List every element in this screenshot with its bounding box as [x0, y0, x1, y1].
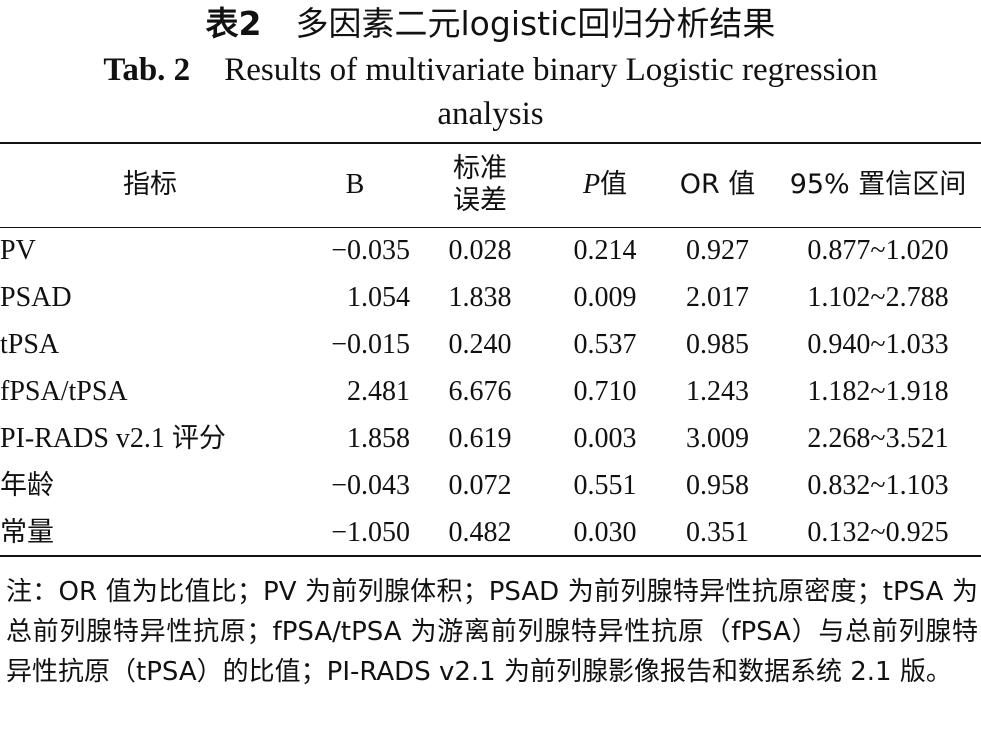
cell-or-value: 3.009	[686, 423, 749, 454]
table-row: tPSA −0.015 0.240 0.537 0.985 0.940~1.033	[0, 321, 981, 368]
header-b: B	[345, 169, 365, 200]
cell-std-error: 0.072	[448, 470, 512, 501]
table-number-en: Tab. 2	[103, 52, 191, 88]
table-header-row: 指标 B 标准 误差 P值 OR 值 95% 置信区间	[0, 143, 981, 227]
table-row: 年龄 −0.043 0.072 0.551 0.958 0.832~1.103	[0, 462, 981, 509]
cell-std-error: 0.482	[448, 517, 512, 548]
title-cn-text: 多因素二元logistic回归分析结果	[295, 4, 776, 43]
cell-or-value: 0.927	[686, 235, 749, 266]
table-row: PI-RADS v2.1 评分 1.858 0.619 0.003 3.009 2.268…	[0, 415, 981, 462]
cell-b: −1.050	[331, 517, 410, 548]
header-p-value: P值	[582, 169, 628, 200]
cell-p-value: 0.009	[573, 282, 637, 313]
cell-confidence-interval: 0.132~0.925	[807, 517, 949, 548]
cell-or-value: 2.017	[686, 282, 749, 313]
cell-b: 2.481	[347, 376, 410, 407]
top-rule	[0, 142, 981, 144]
table-body: PV −0.035 0.028 0.214 0.927 0.877~1.020 PSAD 1.…	[0, 227, 981, 556]
cell-std-error: 0.240	[448, 329, 512, 360]
cell-p-value: 0.214	[573, 235, 637, 266]
table-footnote: 注：OR 值为比值比；PV 为前列腺体积；PSAD 为前列腺特异性抗原密度；tP…	[6, 577, 978, 687]
table-row: 常量 −1.050 0.482 0.030 0.351 0.132~0.925	[0, 509, 981, 556]
header-std-error: 标准 误差	[453, 153, 507, 216]
table-row: PSAD 1.054 1.838 0.009 2.017 1.102~2.788	[0, 274, 981, 321]
header-confidence-interval: 95% 置信区间	[789, 169, 967, 200]
cell-p-value: 0.003	[573, 423, 637, 454]
cell-or-value: 0.351	[686, 517, 749, 548]
cell-b: 1.054	[347, 282, 410, 313]
cell-p-value: 0.710	[573, 376, 637, 407]
cell-b: −0.015	[331, 329, 410, 360]
cell-b: −0.035	[331, 235, 410, 266]
cell-b: −0.043	[331, 470, 410, 501]
cell-indicator: 常量	[0, 517, 54, 548]
cell-or-value: 1.243	[686, 376, 749, 407]
header-or-value: OR 值	[679, 169, 756, 200]
cell-std-error: 6.676	[448, 376, 512, 407]
cell-std-error: 0.028	[448, 235, 512, 266]
cell-confidence-interval: 0.832~1.103	[807, 470, 949, 501]
table-row: PV −0.035 0.028 0.214 0.927 0.877~1.020	[0, 227, 981, 274]
title-english: Tab. 2 Results of multivariate binary Log…	[60, 48, 921, 136]
header-indicator: 指标	[123, 169, 177, 200]
cell-indicator: 年龄	[0, 470, 54, 501]
cell-std-error: 1.838	[448, 282, 512, 313]
table-number-cn: 表2	[205, 4, 262, 43]
cell-p-value: 0.030	[573, 517, 637, 548]
cell-indicator: tPSA	[0, 329, 60, 360]
cell-or-value: 0.958	[686, 470, 749, 501]
cell-std-error: 0.619	[448, 423, 512, 454]
cell-or-value: 0.985	[686, 329, 749, 360]
cell-p-value: 0.551	[573, 470, 637, 501]
header-rule	[0, 227, 981, 228]
cell-confidence-interval: 0.877~1.020	[807, 235, 949, 266]
title-chinese: 表2 多因素二元logistic回归分析结果	[0, 4, 981, 44]
table-row: fPSA/tPSA 2.481 6.676 0.710 1.243 1.182~1.918	[0, 368, 981, 415]
cell-confidence-interval: 0.940~1.033	[807, 329, 949, 360]
cell-confidence-interval: 1.182~1.918	[807, 376, 949, 407]
cell-confidence-interval: 2.268~3.521	[807, 423, 949, 454]
cell-indicator: fPSA/tPSA	[0, 376, 128, 407]
cell-p-value: 0.537	[573, 329, 637, 360]
cell-indicator: PI-RADS v2.1 评分	[0, 423, 226, 454]
cell-indicator: PV	[0, 235, 36, 266]
bottom-rule	[0, 555, 981, 557]
cell-confidence-interval: 1.102~2.788	[807, 282, 949, 313]
cell-indicator: PSAD	[0, 282, 72, 313]
cell-b: 1.858	[347, 423, 410, 454]
regression-table: 指标 B 标准 误差 P值 OR 值 95% 置信区间 PV −0.035 0.02…	[0, 143, 981, 556]
title-en-text: Results of multivariate binary Logistic …	[224, 52, 878, 132]
